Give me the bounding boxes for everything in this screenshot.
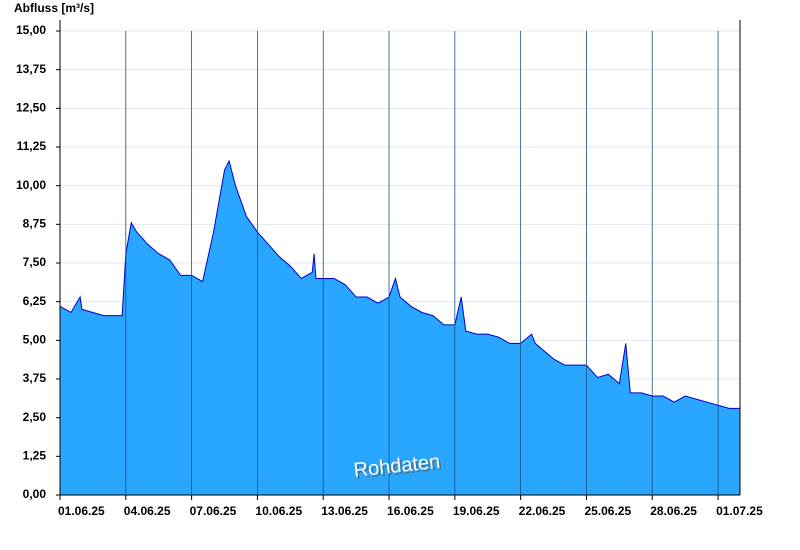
x-tick-label: 04.06.25: [124, 504, 171, 518]
y-tick-label: 10,00: [16, 178, 46, 192]
y-axis-label: Abfluss [m³/s]: [14, 1, 94, 15]
x-tick-label: 13.06.25: [321, 504, 368, 518]
y-tick-label: 6,25: [23, 294, 47, 308]
y-tick-label: 8,75: [23, 217, 47, 231]
y-tick-label: 15,00: [16, 23, 46, 37]
x-tick-label: 16.06.25: [387, 504, 434, 518]
x-tick-label: 01.06.25: [58, 504, 105, 518]
y-tick-label: 3,75: [23, 371, 47, 385]
x-tick-label: 01.07.25: [716, 504, 763, 518]
area: [60, 160, 740, 496]
x-tick-label: 28.06.25: [650, 504, 697, 518]
y-tick-label: 13,75: [16, 62, 46, 76]
x-tick-label: 10.06.25: [255, 504, 302, 518]
y-tick-label: 11,25: [17, 139, 47, 153]
x-tick-label: 25.06.25: [584, 504, 631, 518]
y-tick-label: 12,50: [16, 101, 46, 115]
x-tick-label: 22.06.25: [519, 504, 566, 518]
x-tick-label: 07.06.25: [190, 504, 237, 518]
y-tick-label: 7,50: [23, 255, 47, 269]
y-tick-label: 0,00: [23, 487, 47, 501]
x-tick-label: 19.06.25: [453, 504, 500, 518]
y-tick-label: 2,50: [23, 410, 47, 424]
y-tick-label: 1,25: [23, 449, 47, 463]
y-tick-label: 5,00: [23, 333, 47, 347]
